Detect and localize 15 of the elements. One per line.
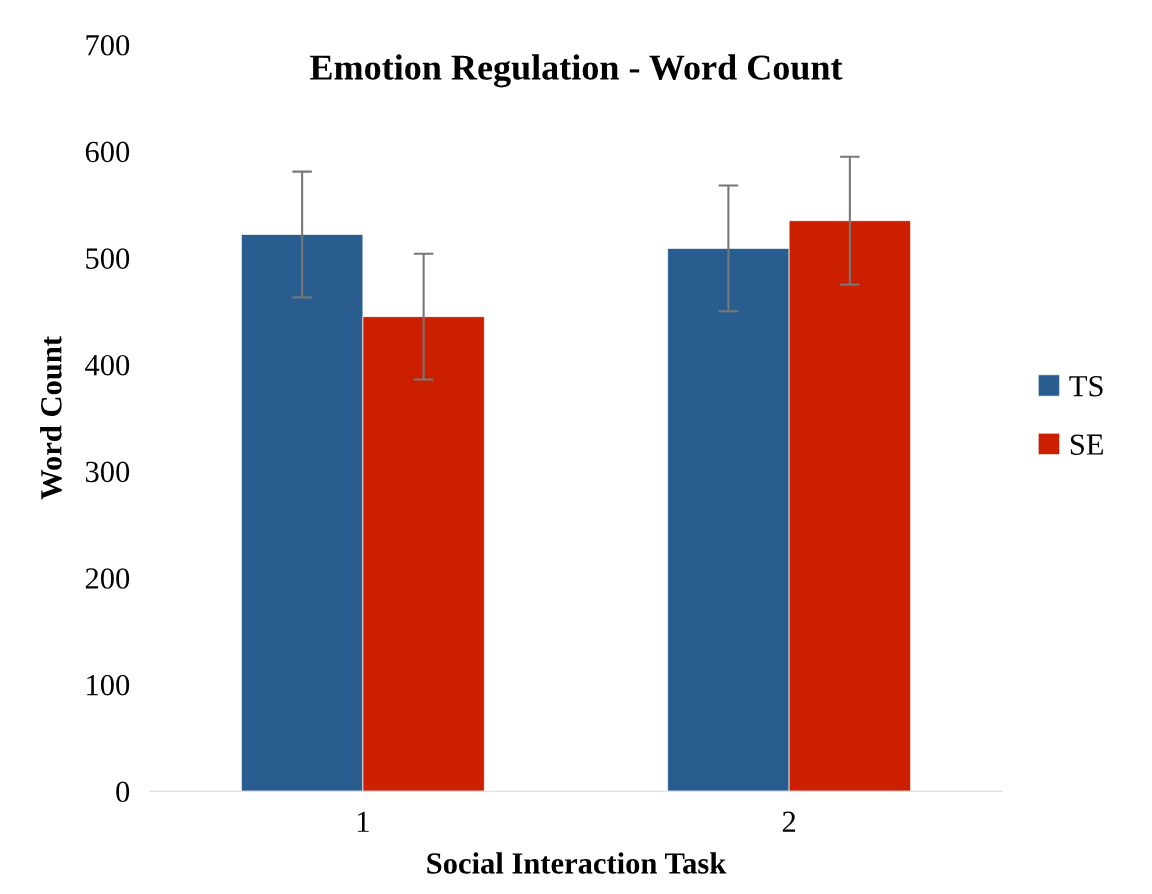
legend-label: TS [1069, 375, 1103, 397]
y-tick-label: 0 [116, 781, 130, 803]
y-tick-label: 500 [86, 248, 130, 269]
y-tick-label: 200 [85, 568, 130, 589]
y-tick-label: 100 [87, 674, 130, 696]
x-tick-label: 2 [782, 811, 796, 832]
y-tick-label: 300 [85, 461, 130, 483]
y-tick-label: 400 [85, 354, 130, 376]
legend-label: SE [1070, 434, 1103, 455]
chart-title: Emotion Regulation - Word Count [310, 54, 843, 88]
x-tick-label: 1 [357, 811, 369, 832]
x-axis-title: Social Interaction Task [427, 852, 727, 874]
y-axis-title: Word Count [40, 336, 62, 500]
y-tick-label: 600 [85, 141, 130, 163]
y-tick-label: 700 [86, 34, 130, 56]
